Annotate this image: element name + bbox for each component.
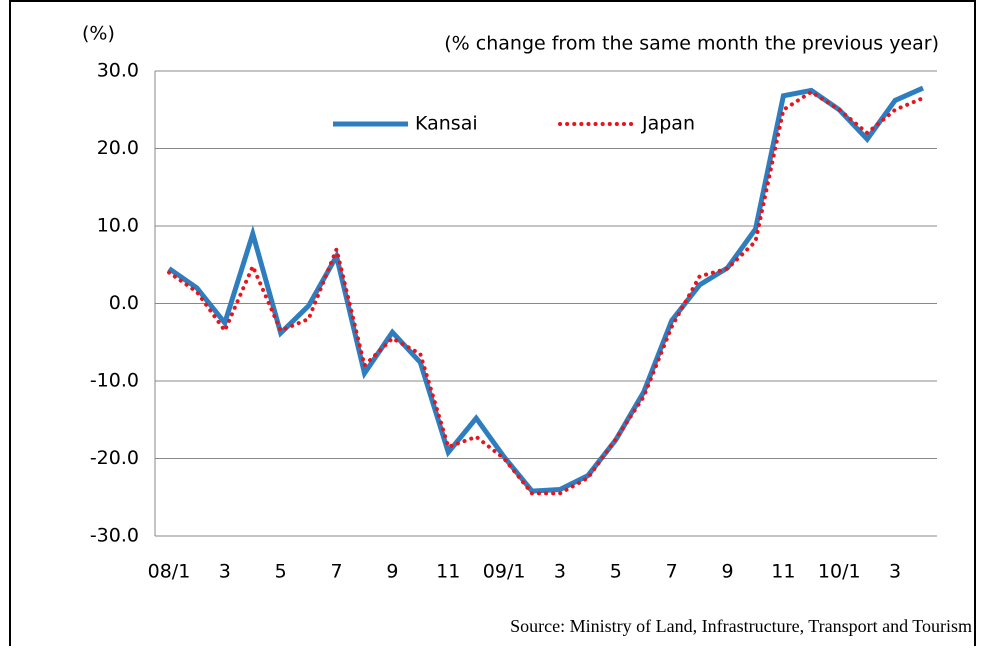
unit-label: (%) (82, 23, 115, 45)
legend-label: Japan (641, 113, 695, 135)
x-tick-label: 11 (771, 561, 795, 583)
y-tick-label: 30.0 (97, 60, 139, 82)
x-tick-label: 7 (330, 561, 342, 583)
x-tick-label: 11 (436, 561, 460, 583)
y-tick-label: 20.0 (97, 137, 139, 159)
x-tick-label: 3 (219, 561, 231, 583)
x-tick-label: 5 (610, 561, 622, 583)
x-tick-label: 9 (386, 561, 398, 583)
x-tick-label: 5 (275, 561, 287, 583)
y-tick-label: 0.0 (109, 292, 139, 314)
x-tick-label: 09/1 (483, 561, 526, 583)
x-tick-label: 08/1 (148, 561, 191, 583)
series-line (167, 85, 925, 494)
chart-border (9, 0, 976, 650)
x-tick-label: 7 (666, 561, 678, 583)
x-tick-label: 10/1 (818, 561, 861, 583)
y-tick-label: -10.0 (90, 370, 139, 392)
x-tick-label: 3 (554, 561, 566, 583)
legend-label: Kansai (415, 113, 478, 135)
x-tick-label: 9 (721, 561, 733, 583)
source: Source: Ministry of Land, Infrastructure… (510, 616, 972, 636)
y-tick-label: 10.0 (97, 215, 139, 237)
y-tick-label: -20.0 (90, 447, 139, 469)
y-tick-label: -30.0 (90, 525, 139, 547)
subtitle: (% change from the same month the previo… (444, 33, 939, 55)
series-line (167, 89, 925, 496)
x-tick-label: 3 (889, 561, 901, 583)
